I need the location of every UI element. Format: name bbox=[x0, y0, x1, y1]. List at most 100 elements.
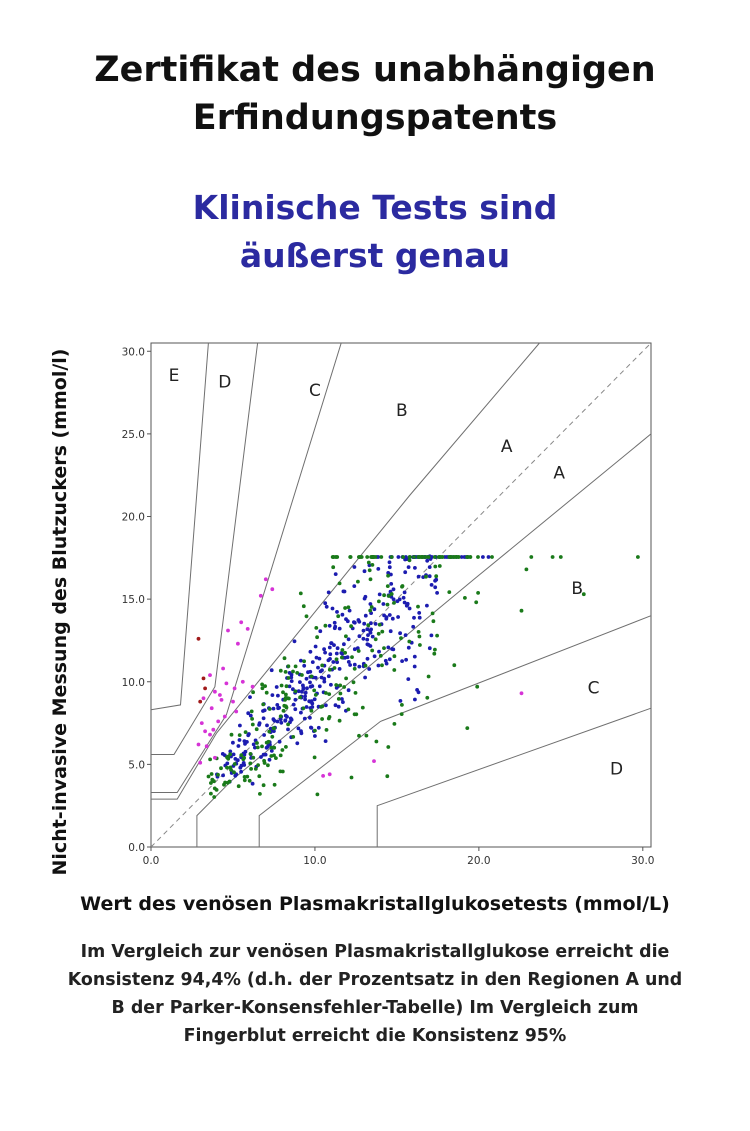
data-point-region-a bbox=[275, 703, 280, 707]
data-point-region-a bbox=[248, 695, 252, 699]
data-point-region-b bbox=[357, 733, 361, 738]
data-point-region-a bbox=[342, 589, 347, 594]
data-point-region-b bbox=[417, 634, 422, 639]
data-point-region-a bbox=[363, 613, 368, 618]
data-point-region-a bbox=[403, 633, 408, 637]
data-point-region-b bbox=[344, 634, 348, 639]
data-point-region-a bbox=[402, 590, 407, 595]
data-point-region-b bbox=[373, 555, 378, 559]
data-point-region-a bbox=[295, 741, 300, 746]
data-point-region-a bbox=[324, 703, 328, 708]
data-point-region-a bbox=[365, 627, 370, 632]
data-point-region-b bbox=[267, 707, 272, 711]
data-point-region-b bbox=[392, 668, 397, 672]
data-point-region-b bbox=[219, 766, 223, 771]
data-point-region-b bbox=[348, 555, 353, 559]
data-point-region-a bbox=[257, 721, 262, 726]
data-point-region-c bbox=[236, 641, 240, 646]
data-point-region-b bbox=[309, 674, 314, 679]
data-point-region-b bbox=[636, 555, 640, 559]
data-point-region-b bbox=[249, 709, 254, 714]
data-point-region-a bbox=[328, 652, 333, 657]
data-point-region-c bbox=[250, 684, 255, 689]
data-point-region-b bbox=[242, 756, 247, 760]
data-point-region-c bbox=[219, 698, 224, 702]
data-point-region-a bbox=[299, 710, 303, 715]
data-point-region-b bbox=[416, 604, 420, 609]
data-point-region-b bbox=[331, 565, 336, 570]
data-point-region-b bbox=[354, 712, 359, 717]
data-point-region-b bbox=[257, 774, 262, 779]
data-point-region-b bbox=[400, 703, 404, 707]
data-point-region-a bbox=[339, 651, 344, 655]
data-point-region-b bbox=[323, 623, 328, 628]
error-grid-chart: E D C B A A B C D 0.0 10.0 20.0 30.0 0.0 5.0 10.0 15.0 2… bbox=[122, 342, 654, 867]
data-point-region-a bbox=[411, 624, 416, 629]
data-point-region-b bbox=[251, 690, 256, 695]
data-point-region-a bbox=[323, 601, 328, 606]
data-point-region-b bbox=[377, 622, 382, 627]
data-point-region-a bbox=[335, 646, 340, 651]
data-point-region-b bbox=[212, 795, 217, 799]
data-point-region-b bbox=[286, 722, 290, 727]
data-point-region-b bbox=[435, 633, 439, 638]
data-point-region-a bbox=[245, 740, 249, 744]
data-point-region-b bbox=[439, 555, 444, 559]
data-point-region-a bbox=[376, 567, 381, 571]
data-point-region-b bbox=[209, 772, 214, 776]
data-point-region-a bbox=[289, 679, 294, 683]
data-point-region-b bbox=[349, 775, 354, 780]
data-point-region-a bbox=[416, 574, 421, 579]
data-point-region-a bbox=[323, 739, 328, 743]
data-point-region-a bbox=[310, 705, 315, 709]
data-point-region-a bbox=[427, 574, 432, 579]
data-point-region-a bbox=[372, 654, 377, 659]
data-point-region-b bbox=[476, 591, 480, 595]
data-point-region-a bbox=[366, 643, 371, 647]
data-point-region-c bbox=[327, 772, 332, 777]
data-point-region-a bbox=[303, 697, 307, 702]
data-point-region-a bbox=[270, 693, 275, 697]
data-point-region-a bbox=[301, 685, 306, 690]
data-point-region-a bbox=[331, 660, 336, 664]
data-point-region-a bbox=[228, 749, 233, 754]
data-point-region-b bbox=[550, 555, 555, 559]
data-point-region-a bbox=[376, 555, 381, 559]
data-point-region-b bbox=[401, 555, 405, 559]
data-point-region-a bbox=[386, 645, 391, 650]
data-point-region-b bbox=[420, 555, 424, 559]
data-point-region-a bbox=[352, 647, 357, 652]
data-point-region-a bbox=[275, 719, 280, 724]
data-point-region-b bbox=[366, 560, 371, 565]
data-point-region-b bbox=[249, 767, 254, 771]
data-point-region-b bbox=[456, 555, 461, 559]
data-point-region-a bbox=[264, 745, 269, 750]
data-point-region-b bbox=[437, 564, 442, 568]
data-point-region-c bbox=[224, 681, 229, 686]
x-tick-label: 10.0 bbox=[303, 855, 326, 867]
data-point-region-a bbox=[305, 686, 309, 691]
zone-label-a: A bbox=[553, 464, 565, 484]
data-point-region-b bbox=[380, 663, 384, 668]
data-point-region-b bbox=[228, 752, 233, 757]
data-point-region-b bbox=[465, 726, 470, 730]
data-point-region-b bbox=[377, 599, 381, 604]
data-point-region-d bbox=[198, 699, 203, 704]
data-point-region-a bbox=[271, 706, 276, 711]
data-point-region-a bbox=[237, 738, 242, 742]
data-point-region-c bbox=[213, 689, 217, 694]
data-point-region-b bbox=[407, 558, 412, 563]
data-point-region-a bbox=[340, 612, 345, 617]
data-point-region-a bbox=[320, 668, 324, 673]
data-point-region-b bbox=[309, 708, 314, 713]
data-point-region-b bbox=[320, 663, 325, 668]
data-point-region-b bbox=[474, 600, 479, 605]
data-point-region-c bbox=[239, 620, 244, 625]
data-point-region-a bbox=[262, 708, 267, 713]
data-point-region-a bbox=[387, 565, 392, 570]
data-point-region-b bbox=[270, 734, 275, 739]
data-point-region-a bbox=[342, 642, 346, 647]
data-point-region-a bbox=[293, 697, 298, 702]
data-point-region-b bbox=[343, 606, 347, 610]
data-point-region-a bbox=[231, 752, 236, 757]
